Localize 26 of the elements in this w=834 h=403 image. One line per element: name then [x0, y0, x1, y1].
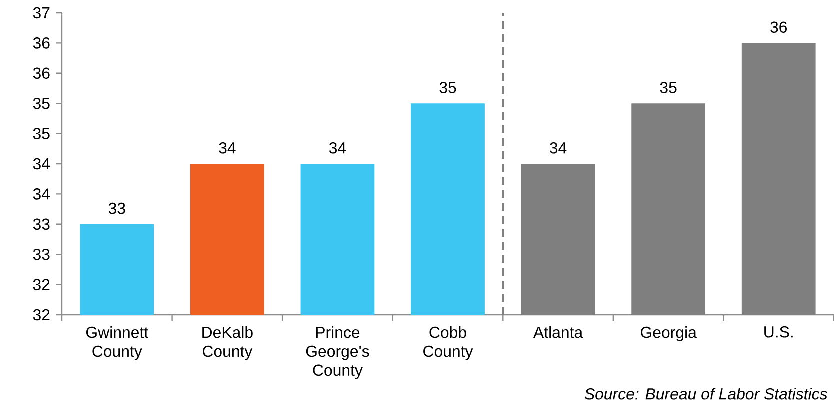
x-tick-label: Atlanta	[534, 326, 584, 338]
data-label: 34	[550, 142, 567, 154]
y-tick-label: 32	[33, 309, 50, 321]
x-tick-label: Prince George's County	[306, 326, 370, 380]
x-tick-label: Cobb County	[424, 326, 474, 360]
y-tick-label: 35	[33, 128, 50, 140]
y-tick-label: 33	[33, 218, 50, 230]
y-tick-label: 33	[33, 248, 50, 260]
y-tick-label: 35	[33, 98, 50, 110]
data-label: 35	[660, 82, 677, 94]
source-note: Source: Bureau of Labor Statistics	[584, 388, 828, 400]
data-label: 33	[108, 202, 126, 214]
data-label: 34	[329, 142, 346, 154]
x-tick-label: Georgia	[641, 326, 697, 342]
data-label: 34	[219, 142, 236, 154]
x-tick-label: Gwinnett County	[86, 326, 148, 360]
data-label: 35	[440, 82, 456, 94]
y-tick-label: 36	[33, 68, 50, 80]
y-tick-label: 34	[33, 188, 50, 200]
x-tick-label: U.S.	[764, 326, 793, 338]
x-tick-label: DeKalb County	[202, 326, 253, 360]
y-tick-label: 32	[33, 279, 50, 290]
data-label: 36	[770, 22, 788, 33]
y-tick-label: 34	[33, 158, 50, 170]
y-tick-label: 36	[33, 38, 50, 49]
y-tick-label: 37	[33, 7, 50, 19]
